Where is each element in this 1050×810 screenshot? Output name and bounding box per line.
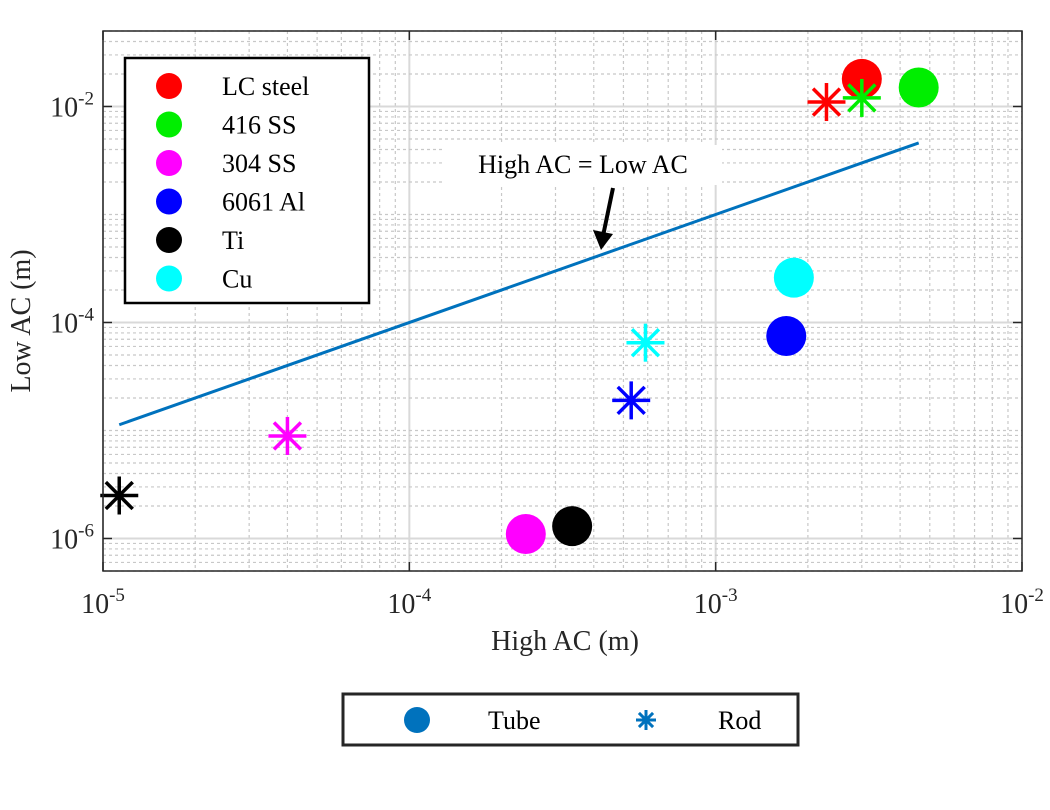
rod-marker (612, 381, 651, 420)
legend-marker (156, 188, 182, 215)
rod-marker (626, 323, 665, 362)
legend-label: Ti (222, 226, 244, 255)
x-tick-label: 10-3 (694, 585, 738, 620)
annotation-text: High AC = Low AC (478, 150, 688, 179)
legend-label: LC steel (222, 72, 309, 101)
legend-label: 304 SS (222, 149, 296, 178)
rod-marker (100, 476, 139, 515)
marker-legend-icon (636, 710, 656, 730)
asterisk-stroke (616, 385, 646, 416)
tube-marker (766, 315, 807, 356)
annotation-arrow-shaft (601, 187, 615, 237)
asterisk-stroke (811, 87, 842, 117)
tick-labels: 10-5 10-4 10-3 10-2 10-6 10-4 10-2 (50, 88, 1044, 620)
marker-legend-label: Tube (488, 706, 541, 735)
asterisk-stroke (104, 480, 134, 511)
y-tick-label: 10-4 (50, 304, 94, 339)
legend-marker (156, 150, 182, 176)
marker-legend: Tube Rod (341, 692, 800, 747)
asterisk-stroke (272, 421, 303, 451)
x-axis-label: High AC (m) (491, 626, 639, 657)
legend-label: 416 SS (222, 111, 296, 140)
legend: LC steel 416 SS 304 SS 6061 Al Ti Cu (123, 56, 371, 305)
tube-marker (898, 67, 939, 108)
asterisk-stroke (630, 328, 661, 358)
legend-marker (156, 265, 182, 292)
legend-marker (156, 227, 182, 253)
legend-marker (156, 73, 182, 99)
reference-line (118, 141, 920, 427)
tube-marker (552, 506, 593, 547)
annotation: High AC = Low AC (442, 145, 722, 250)
data-markers (100, 58, 939, 555)
annotation-arrow-head (593, 230, 613, 250)
x-tick-label: 10-2 (1000, 585, 1044, 620)
asterisk-stroke (847, 83, 877, 113)
rod-marker (842, 78, 881, 117)
axes-box (102, 30, 1023, 572)
marker-legend-box (341, 692, 800, 747)
legend-box (123, 56, 371, 305)
tube-marker (773, 257, 814, 298)
x-tick-label: 10-4 (387, 585, 431, 620)
annotation-background (442, 145, 722, 185)
y-axis-label: Low AC (m) (6, 249, 37, 392)
legend-label: 6061 Al (222, 188, 305, 217)
marker-legend-label: Rod (718, 706, 761, 735)
reference-line-group (118, 141, 920, 427)
marker-legend-icon (404, 707, 430, 733)
tick-marks (102, 31, 1023, 571)
x-tick-label: 10-5 (81, 585, 125, 620)
y-tick-label: 10-2 (50, 88, 94, 123)
legend-label: Cu (222, 265, 252, 294)
tube-marker (505, 514, 546, 555)
legend-marker (156, 111, 182, 138)
rod-marker (807, 83, 846, 122)
y-tick-label: 10-6 (50, 520, 94, 555)
rod-marker (268, 416, 307, 455)
asterisk-stroke (637, 711, 655, 729)
